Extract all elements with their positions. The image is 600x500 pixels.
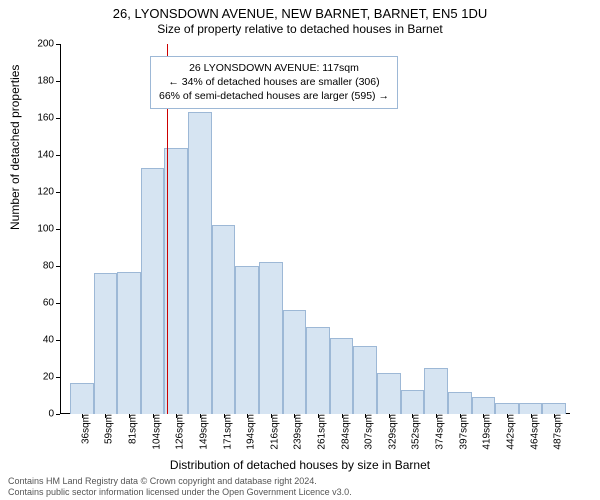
histogram-bar xyxy=(519,403,543,414)
y-tick-mark xyxy=(56,266,60,267)
chart-title-line1: 26, LYONSDOWN AVENUE, NEW BARNET, BARNET… xyxy=(0,6,600,21)
y-tick-mark xyxy=(56,414,60,415)
x-tick-label: 374sqm xyxy=(433,414,446,450)
x-tick-label: 487sqm xyxy=(551,414,564,450)
x-tick-label: 104sqm xyxy=(149,414,162,450)
annotation-line3: 66% of semi-detached houses are larger (… xyxy=(159,89,389,103)
x-tick-label: 216sqm xyxy=(267,414,280,450)
x-tick-label: 397sqm xyxy=(456,414,469,450)
x-tick-label: 59sqm xyxy=(102,414,115,444)
histogram-chart: 26, LYONSDOWN AVENUE, NEW BARNET, BARNET… xyxy=(0,0,600,500)
histogram-bar xyxy=(117,272,141,414)
y-axis-label: Number of detached properties xyxy=(8,65,22,230)
histogram-bar xyxy=(141,168,165,414)
histogram-bar xyxy=(70,383,94,414)
histogram-bar xyxy=(188,112,212,414)
histogram-bar xyxy=(259,262,283,414)
x-tick-label: 239sqm xyxy=(291,414,304,450)
y-tick-mark xyxy=(56,118,60,119)
histogram-bar xyxy=(401,390,425,414)
x-tick-label: 352sqm xyxy=(409,414,422,450)
y-axis-line xyxy=(60,44,61,414)
x-tick-label: 284sqm xyxy=(338,414,351,450)
histogram-bar xyxy=(448,392,472,414)
x-tick-label: 419sqm xyxy=(480,414,493,450)
annotation-line1: 26 LYONSDOWN AVENUE: 117sqm xyxy=(159,61,389,75)
footer-line1: Contains HM Land Registry data © Crown c… xyxy=(8,476,352,487)
x-tick-label: 329sqm xyxy=(385,414,398,450)
y-tick-mark xyxy=(56,81,60,82)
y-tick-mark xyxy=(56,44,60,45)
histogram-bar xyxy=(377,373,401,414)
annotation-line2: ← 34% of detached houses are smaller (30… xyxy=(159,75,389,89)
histogram-bar xyxy=(283,310,307,414)
histogram-bar xyxy=(495,403,519,414)
x-tick-label: 442sqm xyxy=(503,414,516,450)
footer-attribution: Contains HM Land Registry data © Crown c… xyxy=(8,476,352,498)
histogram-bar xyxy=(353,346,377,414)
y-tick-mark xyxy=(56,340,60,341)
histogram-bar xyxy=(542,403,566,414)
histogram-bar xyxy=(94,273,118,414)
histogram-bar xyxy=(424,368,448,414)
x-tick-label: 81sqm xyxy=(126,414,139,444)
y-tick-mark xyxy=(56,303,60,304)
x-tick-label: 36sqm xyxy=(78,414,91,444)
y-tick-mark xyxy=(56,192,60,193)
footer-line2: Contains public sector information licen… xyxy=(8,487,352,498)
histogram-bar xyxy=(212,225,236,414)
plot-area: 02040608010012014016018020036sqm59sqm81s… xyxy=(60,44,570,414)
y-tick-mark xyxy=(56,229,60,230)
histogram-bar xyxy=(472,397,496,414)
x-tick-label: 261sqm xyxy=(315,414,328,450)
x-tick-label: 149sqm xyxy=(196,414,209,450)
histogram-bar xyxy=(330,338,354,414)
x-tick-label: 171sqm xyxy=(220,414,233,450)
chart-title-line2: Size of property relative to detached ho… xyxy=(0,22,600,36)
x-axis-label: Distribution of detached houses by size … xyxy=(0,458,600,472)
x-tick-label: 194sqm xyxy=(244,414,257,450)
x-tick-label: 307sqm xyxy=(362,414,375,450)
histogram-bar xyxy=(306,327,330,414)
y-tick-mark xyxy=(56,155,60,156)
histogram-bar xyxy=(235,266,259,414)
x-tick-label: 464sqm xyxy=(527,414,540,450)
y-tick-mark xyxy=(56,377,60,378)
annotation-box: 26 LYONSDOWN AVENUE: 117sqm ← 34% of det… xyxy=(150,56,398,109)
x-tick-label: 126sqm xyxy=(173,414,186,450)
